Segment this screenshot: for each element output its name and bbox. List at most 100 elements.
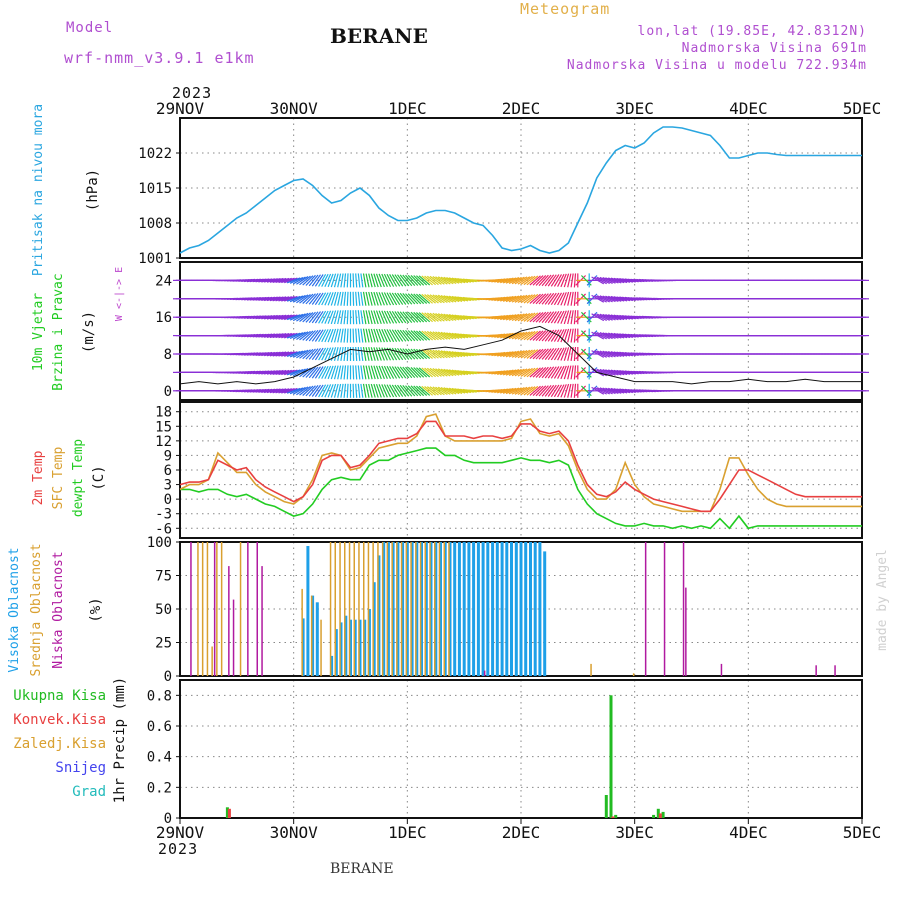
wind-barb (373, 328, 379, 343)
wind-barb (355, 291, 358, 306)
coords-label: lon,lat (19.85E, 42.8312N) (637, 24, 867, 39)
wind-barb (418, 312, 431, 323)
wind-barb (544, 348, 555, 360)
wind-barb (272, 296, 287, 302)
wind-barb (362, 328, 367, 343)
wind-barb (324, 328, 332, 343)
wind-barb (357, 346, 361, 362)
wind-barb (526, 367, 539, 378)
wind-barb (563, 365, 570, 380)
wind-barb (523, 386, 536, 396)
wind-barb (324, 292, 332, 306)
wind-barb (446, 295, 460, 303)
wind-barb (454, 277, 469, 284)
wind-barb (296, 312, 309, 322)
wind-barb (415, 348, 428, 360)
wind-barb (567, 328, 572, 343)
x-tick-label-bottom: 2DEC (502, 823, 541, 842)
wind-barb (599, 332, 613, 340)
wind-barb (560, 310, 567, 324)
wind-barb (355, 328, 358, 343)
wind-barb (421, 330, 433, 341)
wind-barb (399, 348, 410, 360)
wind-barb (591, 294, 605, 303)
wind-barb (263, 388, 278, 394)
wind-barb (365, 328, 370, 343)
wind-barb (432, 276, 445, 285)
wind-barb (321, 365, 329, 379)
wind-barb (370, 347, 376, 361)
wind-barb (596, 313, 610, 321)
wind-barb (523, 275, 536, 286)
panel-frame-pressure (179, 117, 863, 259)
wind-barb (538, 293, 549, 305)
wind-barb (451, 295, 466, 302)
wind-barb (424, 386, 436, 396)
wind-barb (391, 310, 401, 324)
wind-barb (337, 365, 342, 380)
wind-barb (346, 383, 349, 398)
cloud-bar-1 (206, 542, 209, 676)
wind-barb (560, 347, 567, 361)
wind-barb (557, 365, 565, 379)
wind-barb (308, 311, 319, 323)
wind-barb (370, 273, 376, 288)
wind-barb (440, 331, 454, 340)
wind-barb (535, 293, 547, 305)
wind-barb (541, 293, 552, 305)
precip-bar-0 (604, 795, 608, 818)
wind-barb (305, 385, 316, 397)
wind-barb (337, 291, 342, 306)
wind-barb (330, 273, 337, 288)
wind-barb (448, 314, 463, 321)
wind-barb (454, 296, 469, 302)
wind-barb (410, 274, 422, 286)
wind-barb (407, 274, 419, 286)
wind-barb (418, 385, 431, 396)
wind-barb (505, 350, 520, 358)
cloud-bar-1 (410, 542, 412, 676)
wind-barb (318, 310, 327, 324)
wind-barb (318, 292, 327, 306)
wind-barb (269, 351, 284, 357)
cloud-bar-0 (415, 542, 419, 676)
wind-barb (394, 347, 404, 361)
wind-barb (599, 368, 613, 376)
wind-barb (443, 331, 457, 340)
wind-barb (591, 386, 605, 395)
cloud-bar-1 (396, 542, 398, 676)
wind-barb (573, 291, 577, 306)
wind-barb (397, 347, 407, 361)
wind-barb (426, 330, 439, 341)
wind-barb (391, 366, 401, 379)
wind-barb (454, 388, 469, 394)
wind-barb (570, 328, 574, 343)
wind-barb (567, 347, 572, 361)
wind-barb (432, 312, 445, 322)
wind-barb (599, 295, 613, 303)
wind-barb (454, 314, 469, 320)
wind-barb (616, 296, 631, 302)
cloud-bar-2 (256, 542, 258, 676)
wind-barb (573, 365, 577, 380)
wind-barb (410, 366, 422, 378)
wind-barb (426, 349, 439, 359)
wind-barb (261, 333, 276, 338)
wind-barb (511, 276, 525, 285)
wind-barb (544, 366, 555, 379)
wind-barb (333, 347, 339, 361)
wind-barb (508, 276, 522, 284)
cloud-bar-0 (467, 542, 471, 676)
wind-barb (432, 331, 445, 340)
wind-barb (386, 384, 395, 398)
cloud-bar-1 (344, 542, 346, 676)
cloud-bar-0 (363, 619, 367, 676)
cloud-bar-1 (400, 542, 403, 676)
wind-barb (308, 366, 319, 379)
wind-barb (607, 295, 622, 302)
unit-temp: (C) (91, 465, 107, 490)
wind-barb (266, 388, 281, 394)
wind-barb (284, 369, 298, 376)
wind-barb (394, 311, 404, 324)
wind-barb (269, 277, 284, 283)
